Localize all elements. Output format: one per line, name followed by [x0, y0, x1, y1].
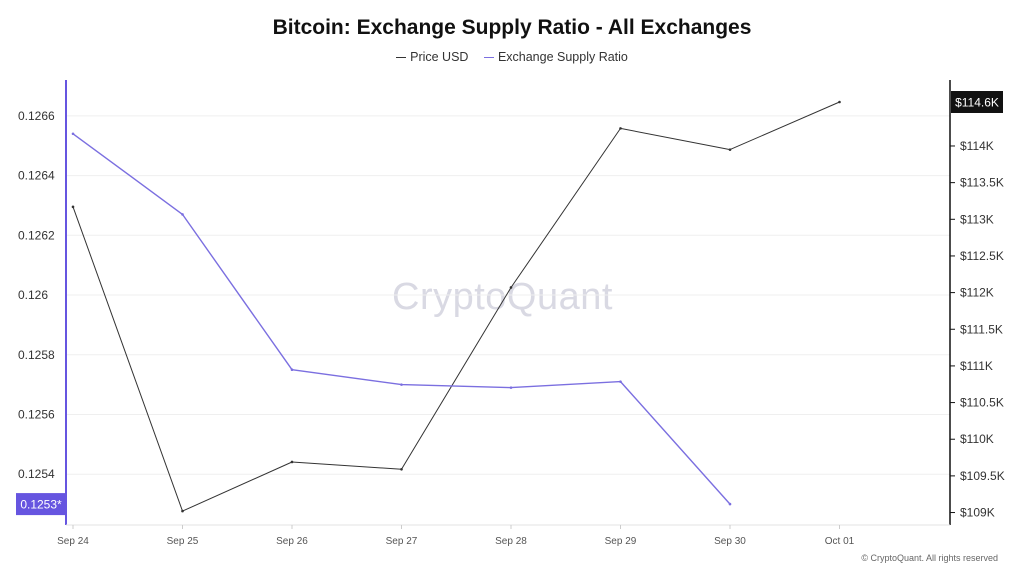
- right-tick-label: $109K: [960, 506, 995, 520]
- price-current-badge: [951, 90, 1003, 113]
- exchange-supply-ratio-point: [728, 502, 732, 506]
- left-tick-label: 0.126: [18, 288, 48, 302]
- x-tick-label: Sep 26: [276, 536, 308, 547]
- right-tick-label: $113K: [960, 212, 994, 226]
- axis-layer: [65, 80, 955, 529]
- legend-item-price[interactable]: Price USD: [396, 50, 468, 64]
- price-usd-line: [72, 101, 840, 512]
- legend-item-ratio[interactable]: Exchange Supply Ratio: [483, 50, 628, 64]
- grid-layer: [66, 115, 950, 475]
- right-tick-label: $111.5K: [960, 322, 1003, 336]
- left-tick-label: 0.1266: [18, 109, 55, 123]
- x-tick-label: Sep 27: [386, 536, 418, 547]
- price-usd-point: [838, 100, 841, 104]
- right-tick-label: $110K: [960, 432, 994, 446]
- exchange-supply-ratio-point: [400, 383, 403, 386]
- x-tick-label: Sep 25: [167, 536, 199, 547]
- right-tick-label: $113.5K: [960, 176, 1004, 190]
- legend-swatch-ratio: [483, 56, 494, 59]
- price-usd-point: [619, 127, 622, 130]
- x-tick-label: Sep 29: [605, 536, 637, 547]
- exchange-supply-ratio-point: [619, 380, 622, 383]
- exchange-supply-ratio-point: [509, 386, 513, 389]
- x-tick-label: Sep 28: [495, 536, 527, 547]
- left-tick-label: 0.1254: [18, 467, 55, 481]
- right-tick-label: $109.5K: [960, 469, 1005, 483]
- label-layer: 0.1254 0.1256 0.1258 0.126 0.1262 0.1264 0.126…: [16, 90, 1005, 547]
- price-usd-point: [290, 460, 294, 464]
- x-tick-label: Sep 24: [57, 536, 89, 547]
- left-tick-label: 0.1264: [18, 169, 55, 183]
- exchange-supply-ratio-point: [181, 213, 184, 216]
- left-tick-label: 0.1262: [18, 228, 55, 242]
- price-usd-point: [400, 467, 403, 471]
- right-tick-label: $110.5K: [960, 396, 1004, 410]
- left-tick-label: 0.1258: [18, 348, 55, 362]
- chart-title: Bitcoin: Exchange Supply Ratio - All Exc…: [272, 16, 752, 39]
- exchange-supply-ratio-point: [71, 132, 75, 136]
- price-current-label: $114.6K: [955, 95, 999, 109]
- watermark: CryptoQuant: [392, 276, 613, 318]
- x-tick-label: Oct 01: [825, 536, 855, 547]
- legend-label-ratio: Exchange Supply Ratio: [497, 50, 628, 64]
- exchange-supply-ratio-line: [72, 133, 731, 505]
- legend-swatch-price: [396, 56, 407, 59]
- chart-legend: Price USD Exchange Supply Ratio: [0, 50, 1024, 64]
- price-usd-point: [509, 286, 513, 289]
- right-tick-label: $114K: [960, 139, 994, 153]
- ratio-current-label: 0.1253*: [20, 498, 62, 512]
- price-usd-point: [181, 509, 184, 513]
- right-tick-label: $112.5K: [960, 249, 1004, 263]
- ratio-current-badge: [16, 493, 66, 516]
- x-tick-label: Sep 30: [714, 536, 746, 547]
- copyright-notice: © CryptoQuant. All rights reserved: [861, 553, 998, 563]
- right-tick-label: $111K: [960, 359, 993, 373]
- price-usd-point: [728, 148, 732, 151]
- exchange-supply-ratio-point: [290, 368, 294, 371]
- price-usd-point: [71, 205, 75, 209]
- legend-label-price: Price USD: [410, 50, 469, 64]
- series-layer: [71, 100, 841, 513]
- right-tick-label: $112K: [960, 286, 994, 300]
- left-tick-label: 0.1256: [18, 407, 55, 421]
